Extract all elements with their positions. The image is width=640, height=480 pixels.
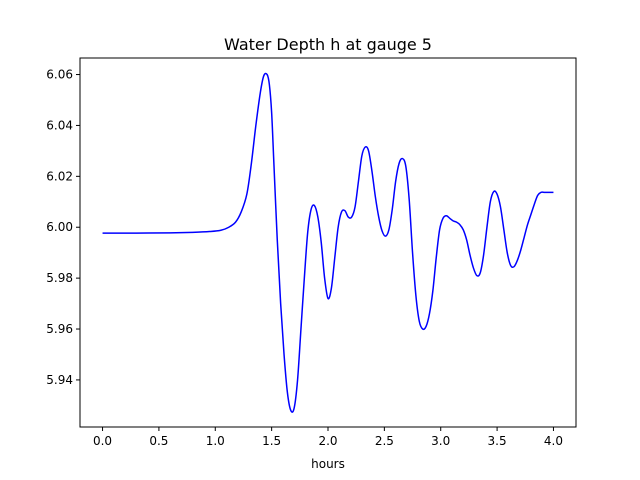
x-tick-label: 3.0: [431, 434, 450, 448]
y-axis: 5.94 5.96 5.98 6.00 6.02 6.04 6.06: [46, 68, 80, 387]
x-tick-label: 2.5: [375, 434, 394, 448]
chart-title: Water Depth h at gauge 5: [224, 35, 432, 54]
y-tick-label: 6.06: [46, 68, 73, 82]
y-tick-label: 6.02: [46, 169, 73, 183]
series-line-0: [102, 72, 554, 413]
x-tick-label: 2.0: [318, 434, 337, 448]
y-tick-label: 5.96: [46, 322, 73, 336]
y-tick-label: 6.04: [46, 118, 73, 132]
y-tick-label: 5.98: [46, 271, 73, 285]
x-tick-label: 3.5: [488, 434, 507, 448]
x-axis: 0.0 0.5 1.0 1.5 2.0 2.5 3.0 3.5 4.0: [93, 427, 563, 448]
x-axis-label: hours: [311, 457, 345, 471]
plot-area: [102, 72, 554, 413]
x-tick-label: 1.5: [262, 434, 281, 448]
x-tick-label: 0.0: [93, 434, 112, 448]
y-tick-label: 6.00: [46, 220, 73, 234]
x-tick-label: 0.5: [149, 434, 168, 448]
x-tick-label: 4.0: [544, 434, 563, 448]
x-tick-label: 1.0: [206, 434, 225, 448]
y-tick-label: 5.94: [46, 373, 73, 387]
